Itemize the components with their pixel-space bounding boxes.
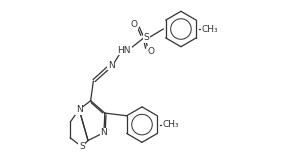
Text: CH₃: CH₃ <box>163 120 179 129</box>
Text: N: N <box>101 128 107 137</box>
Text: N: N <box>108 61 114 70</box>
Text: S: S <box>143 33 149 42</box>
Text: S: S <box>79 142 85 151</box>
Text: N: N <box>76 105 83 114</box>
Text: O: O <box>131 20 137 29</box>
Text: CH₃: CH₃ <box>202 25 218 34</box>
Text: HN: HN <box>118 46 131 55</box>
Text: O: O <box>147 47 154 56</box>
